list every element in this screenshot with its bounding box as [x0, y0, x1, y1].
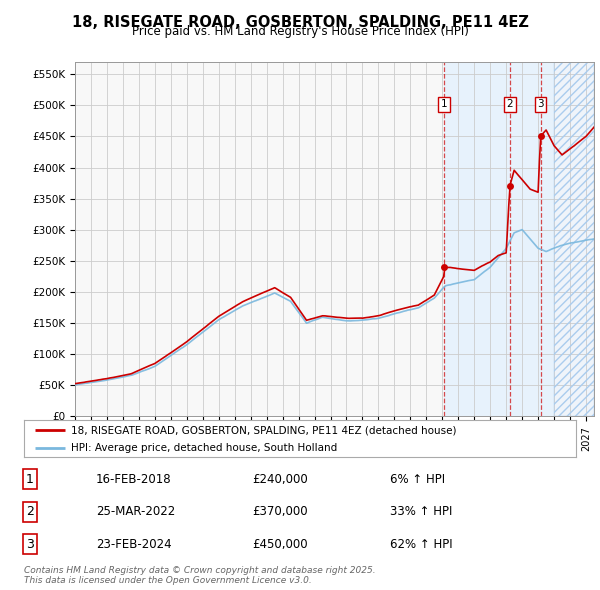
Text: 33% ↑ HPI: 33% ↑ HPI — [390, 505, 452, 519]
Text: 62% ↑ HPI: 62% ↑ HPI — [390, 537, 452, 551]
Text: £240,000: £240,000 — [252, 473, 308, 486]
Bar — [554, 62, 594, 416]
Text: £370,000: £370,000 — [252, 505, 308, 519]
Text: 25-MAR-2022: 25-MAR-2022 — [96, 505, 175, 519]
Text: 3: 3 — [537, 99, 544, 109]
Text: 2: 2 — [506, 99, 513, 109]
Text: 1: 1 — [26, 473, 34, 486]
Text: Contains HM Land Registry data © Crown copyright and database right 2025.
This d: Contains HM Land Registry data © Crown c… — [24, 566, 376, 585]
Text: 16-FEB-2018: 16-FEB-2018 — [96, 473, 172, 486]
Text: 23-FEB-2024: 23-FEB-2024 — [96, 537, 172, 551]
Text: 18, RISEGATE ROAD, GOSBERTON, SPALDING, PE11 4EZ (detached house): 18, RISEGATE ROAD, GOSBERTON, SPALDING, … — [71, 425, 457, 435]
Bar — [444, 62, 554, 416]
Text: HPI: Average price, detached house, South Holland: HPI: Average price, detached house, Sout… — [71, 443, 337, 453]
Text: Price paid vs. HM Land Registry's House Price Index (HPI): Price paid vs. HM Land Registry's House … — [131, 25, 469, 38]
Bar — [554, 62, 594, 416]
Text: 2: 2 — [26, 505, 34, 519]
Text: 3: 3 — [26, 537, 34, 551]
Text: 1: 1 — [441, 99, 448, 109]
Text: 6% ↑ HPI: 6% ↑ HPI — [390, 473, 445, 486]
Text: £450,000: £450,000 — [252, 537, 308, 551]
Text: 18, RISEGATE ROAD, GOSBERTON, SPALDING, PE11 4EZ: 18, RISEGATE ROAD, GOSBERTON, SPALDING, … — [71, 15, 529, 30]
